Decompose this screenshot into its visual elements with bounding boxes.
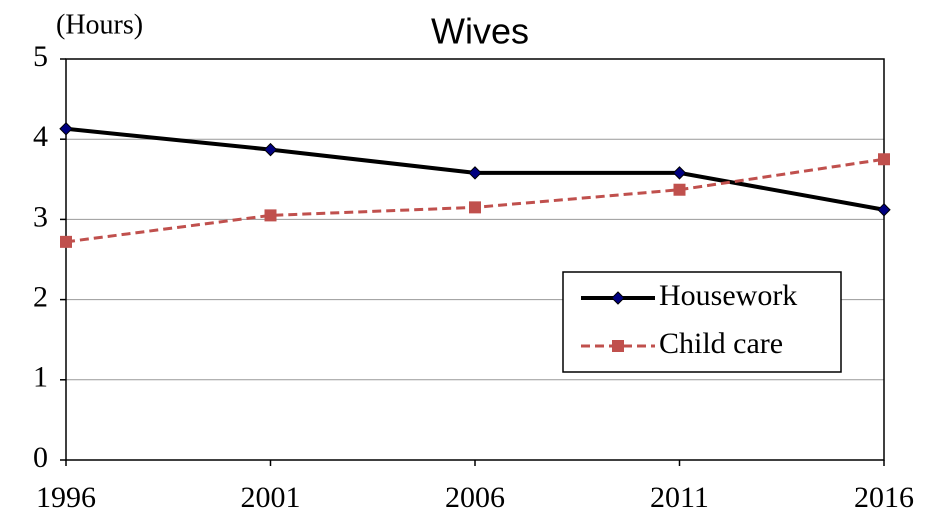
marker: [468, 166, 482, 180]
legend: Housework Child care: [562, 271, 842, 373]
marker: [672, 166, 687, 180]
y-tick-label: 2: [33, 280, 48, 313]
marker: [59, 122, 73, 136]
x-tick-label: 2001: [241, 481, 301, 514]
legend-label: Housework: [659, 279, 797, 312]
x-tick-label: 1996: [36, 481, 96, 514]
x-tick-label: 2011: [650, 481, 709, 514]
marker: [264, 209, 277, 222]
x-tick-label: 2006: [445, 481, 505, 514]
legend-label: Child care: [659, 327, 783, 360]
legend-box: [562, 271, 842, 373]
marker: [673, 183, 686, 196]
marker: [612, 340, 624, 352]
x-tick-label: 2016: [854, 481, 914, 514]
y-tick-label: 5: [33, 40, 48, 73]
marker: [469, 201, 481, 214]
y-tick-label: 4: [33, 120, 48, 153]
marker: [877, 203, 891, 217]
marker: [878, 153, 890, 166]
marker: [611, 291, 625, 305]
y-tick-label: 3: [33, 200, 48, 233]
chart-title: Wives: [431, 11, 529, 52]
y-tick-label: 0: [33, 441, 48, 474]
marker: [60, 235, 72, 248]
marker: [263, 142, 278, 157]
plot-border: [65, 58, 885, 461]
y-tick-label: 1: [33, 361, 48, 394]
y-axis-label: (Hours): [56, 9, 143, 40]
